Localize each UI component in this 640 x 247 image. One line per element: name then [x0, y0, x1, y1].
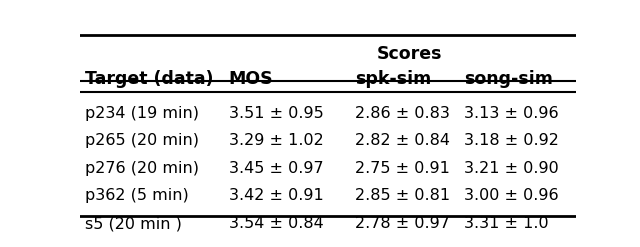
Text: MOS: MOS [229, 70, 273, 88]
Text: 3.54 ± 0.84: 3.54 ± 0.84 [229, 216, 324, 231]
Text: 3.13 ± 0.96: 3.13 ± 0.96 [465, 106, 559, 121]
Text: 3.42 ± 0.91: 3.42 ± 0.91 [229, 188, 324, 204]
Text: 2.82 ± 0.84: 2.82 ± 0.84 [355, 133, 451, 148]
Text: p234 (19 min): p234 (19 min) [85, 106, 199, 121]
Text: 3.31 ± 1.0: 3.31 ± 1.0 [465, 216, 549, 231]
Text: 3.51 ± 0.95: 3.51 ± 0.95 [229, 106, 324, 121]
Text: spk-sim: spk-sim [355, 70, 431, 88]
Text: 3.18 ± 0.92: 3.18 ± 0.92 [465, 133, 559, 148]
Text: 3.00 ± 0.96: 3.00 ± 0.96 [465, 188, 559, 204]
Text: 2.75 ± 0.91: 2.75 ± 0.91 [355, 161, 450, 176]
Text: 2.78 ± 0.97: 2.78 ± 0.97 [355, 216, 450, 231]
Text: p265 (20 min): p265 (20 min) [85, 133, 199, 148]
Text: Scores: Scores [377, 45, 443, 63]
Text: 3.29 ± 1.02: 3.29 ± 1.02 [229, 133, 324, 148]
Text: 3.45 ± 0.97: 3.45 ± 0.97 [229, 161, 323, 176]
Text: p276 (20 min): p276 (20 min) [85, 161, 199, 176]
Text: song-sim: song-sim [465, 70, 553, 88]
Text: 3.21 ± 0.90: 3.21 ± 0.90 [465, 161, 559, 176]
Text: 2.86 ± 0.83: 2.86 ± 0.83 [355, 106, 450, 121]
Text: 2.85 ± 0.81: 2.85 ± 0.81 [355, 188, 451, 204]
Text: p362 (5 min): p362 (5 min) [85, 188, 189, 204]
Text: s5 (20 min ): s5 (20 min ) [85, 216, 182, 231]
Text: Target (data): Target (data) [85, 70, 214, 88]
